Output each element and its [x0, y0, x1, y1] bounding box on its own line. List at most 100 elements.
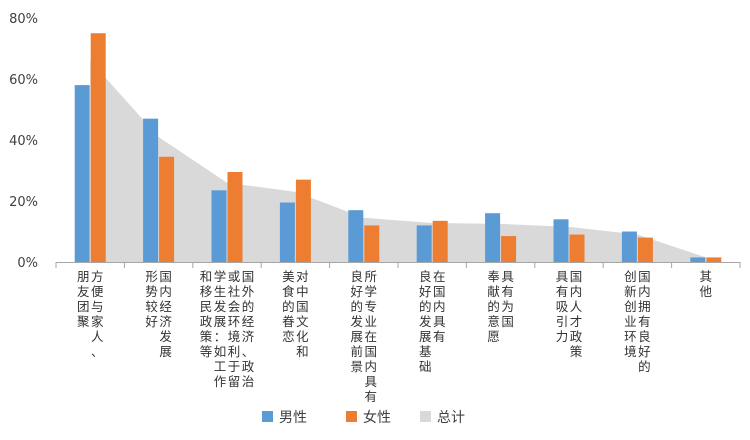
category-label-char: 形: [145, 269, 158, 284]
total-area-layer: [90, 60, 706, 263]
category-label-char: 的: [242, 299, 255, 314]
category-label-char: 工: [214, 359, 227, 374]
category-label-char: 有: [501, 284, 514, 299]
bar-female-9: [706, 257, 722, 262]
legend-label-0: 男性: [279, 410, 307, 426]
category-label-char: 留: [228, 374, 241, 389]
category-label-char: 发: [419, 314, 432, 329]
category-label-char: 有: [433, 329, 446, 344]
bar-female-2: [227, 172, 243, 262]
category-label-char: 济: [242, 329, 255, 344]
category-label-char: 社: [228, 284, 241, 299]
category-label-char: 国: [433, 284, 446, 299]
category-label-char: 发: [159, 329, 172, 344]
category-label-char: 国: [242, 269, 255, 284]
category-label-char: 学: [214, 269, 227, 284]
bar-female-6: [501, 236, 517, 262]
category-label-char: 创: [624, 269, 637, 284]
category-labels: 方便与家人、朋友团聚国内经济发展形势较好国外的经济、政治或社会环境利于留学生发展…: [77, 269, 713, 404]
category-label-char: 经: [242, 314, 255, 329]
category-label-char: 具: [556, 269, 569, 284]
category-label-char: 经: [159, 299, 172, 314]
category-label-char: 如: [214, 344, 227, 359]
category-label-char: 政: [570, 329, 583, 344]
bar-male-4: [348, 210, 364, 262]
category-label-char: 奉: [487, 269, 500, 284]
category-label-char: 有: [638, 314, 651, 329]
category-label-char: 友: [77, 284, 90, 299]
category-label-char: 展: [351, 329, 364, 344]
category-label-char: 的: [351, 299, 364, 314]
category-label-char: 人: [91, 329, 104, 344]
y-tick-label: 60%: [9, 73, 38, 88]
category-label-char: 的: [638, 359, 651, 374]
category-label-char: 势: [145, 284, 158, 299]
category-label-char: 良: [351, 269, 364, 284]
category-label-char: 国: [638, 269, 651, 284]
bar-male-5: [416, 225, 432, 262]
bar-female-4: [364, 225, 380, 262]
category-label-char: 力: [556, 329, 569, 344]
category-label-char: 环: [624, 329, 637, 344]
legend-label-2: 总计: [437, 410, 465, 426]
category-label-char: 吸: [556, 299, 569, 314]
category-label-char: 、: [91, 344, 104, 359]
legend-swatch-1: [346, 411, 357, 422]
category-label-char: 内: [433, 299, 446, 314]
category-label-char: 对: [296, 269, 309, 284]
category-label-char: 好: [419, 284, 432, 299]
category-label-char: 基: [419, 344, 432, 359]
category-label-char: 展: [419, 329, 432, 344]
category-label-char: 治: [242, 374, 255, 389]
category-label-char: 、: [242, 344, 255, 359]
category-label-char: 展: [214, 314, 227, 329]
category-label-char: 内: [365, 359, 378, 374]
category-label-char: 有: [365, 389, 378, 404]
category-label-char: 国: [159, 269, 172, 284]
legend-label-1: 女性: [363, 409, 391, 426]
bar-male-3: [279, 202, 295, 262]
category-label-char: 聚: [77, 314, 90, 329]
category-label-char: 朋: [77, 269, 90, 284]
total-area: [90, 60, 706, 263]
category-label-char: 美: [282, 269, 295, 284]
category-label-char: 便: [91, 284, 104, 299]
category-label-char: 政: [242, 359, 255, 374]
category-label-char: 家: [91, 314, 104, 329]
bar-female-3: [295, 179, 311, 262]
bar-female-0: [90, 33, 106, 262]
category-label-char: 发: [214, 299, 227, 314]
category-label-char: 展: [159, 344, 172, 359]
category-label-char: 专: [365, 299, 378, 314]
bar-male-6: [485, 213, 501, 262]
legend-swatch-2: [420, 411, 431, 422]
category-label-char: 内: [159, 284, 172, 299]
category-label-char: 具: [501, 269, 514, 284]
category-label-char: 具: [365, 374, 378, 389]
bar-male-7: [553, 219, 569, 262]
category-label-char: 内: [638, 284, 651, 299]
bars-layer: [74, 33, 722, 263]
category-label-char: 中: [296, 284, 309, 299]
category-label-char: 较: [145, 299, 158, 314]
category-label-char: 方: [91, 269, 104, 284]
legend-swatch-0: [262, 411, 273, 422]
category-label-char: 济: [159, 314, 172, 329]
category-label-char: 拥: [638, 299, 651, 314]
category-label-char: 等: [200, 344, 213, 359]
category-label-char: 才: [570, 314, 583, 329]
category-label-char: 眷: [282, 314, 295, 329]
y-tick-label: 40%: [9, 134, 38, 149]
category-label-char: 意: [487, 314, 500, 329]
category-label-char: 生: [214, 284, 227, 299]
category-label-char: 础: [419, 359, 432, 374]
category-label-char: 政: [200, 314, 213, 329]
bar-male-9: [690, 257, 706, 262]
category-label-9: 其他: [700, 269, 713, 299]
